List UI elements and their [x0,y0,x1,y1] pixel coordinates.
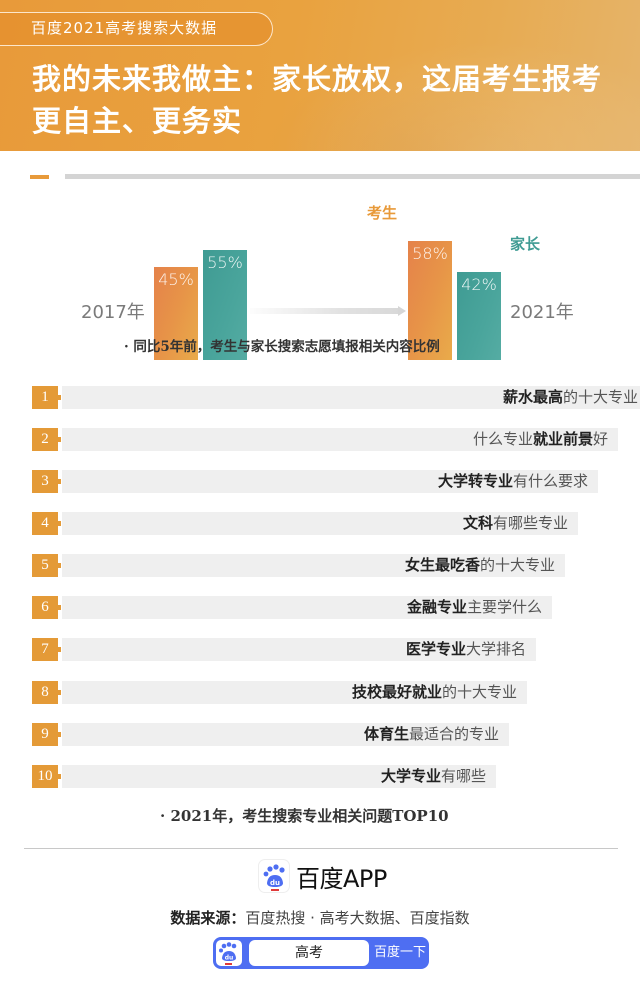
ranking-row: 1 薪水最高的十大专业 [32,386,640,409]
query-highlight-text: 金融专业 [406,598,467,616]
legend-parent: 家长 [510,235,541,253]
section-divider [65,174,640,179]
search-button[interactable]: 百度一下 [373,945,426,960]
rank-badge: 3 [32,470,61,493]
rank-badge: 5 [32,554,61,577]
rank-bar: 什么专业就业前景好 [62,428,618,451]
rank-query-text: 医学专业大学排名 [406,638,526,661]
year-label-2017: 2017年 [81,302,145,323]
source-text: 百度热搜 · 高考大数据、百度指数 [245,909,470,927]
query-normal-text: 的十大专业 [562,388,638,406]
query-highlight-text: 大学转专业 [437,472,513,490]
ranking-row: 7 医学专业大学排名 [32,638,536,661]
rank-bar: 体育生最适合的专业 [62,723,509,746]
rank-badge: 2 [32,428,61,451]
ranking-row: 5 女生最吃香的十大专业 [32,554,565,577]
bar-2021-parent: 42% [457,272,501,360]
bar-2021-student: 58% [408,241,452,360]
query-normal-text: 最适合的专业 [408,725,499,743]
rank-query-text: 女生最吃香的十大专业 [405,554,555,577]
ranking-row: 2 什么专业就业前景好 [32,428,618,451]
baidu-paw-icon: du [216,940,242,966]
rank-badge: 1 [32,386,61,409]
comparison-chart: 2017年 45% 55% 考生 58% 42% 家长 2021年 [0,190,640,360]
logo-text: 百度APP [296,864,387,893]
query-normal-text: 主要学什么 [466,598,542,616]
header-banner: 百度2021高考搜索大数据 我的未来我做主：家长放权，这届考生报考更自主、更务实 [0,0,640,151]
svg-text:du: du [270,879,280,887]
rank-query-text: 金融专业主要学什么 [407,596,542,619]
rank-query-text: 体育生最适合的专业 [364,723,499,746]
query-highlight-text: 技校最好就业 [351,683,442,701]
rank-bar: 医学专业大学排名 [62,638,536,661]
query-highlight-text: 大学专业 [380,767,441,785]
rank-badge: 9 [32,723,61,746]
year-label-2021: 2021年 [510,302,574,323]
query-normal-text: 的十大专业 [441,683,517,701]
rank-query-text: 技校最好就业的十大专业 [352,681,517,704]
query-normal-text: 大学排名 [465,640,526,658]
ranking-row: 3 大学转专业有什么要求 [32,470,598,493]
query-normal-text: 的十大专业 [479,556,555,574]
header-tag: 百度2021高考搜索大数据 [0,12,273,46]
bar-2017-parent: 55% [203,250,247,360]
rank-badge: 6 [32,596,61,619]
bar-value: 55% [207,253,243,272]
svg-text:du: du [225,955,234,962]
ranking-row: 4 文科有哪些专业 [32,512,578,535]
baidu-paw-icon: du [258,859,290,893]
legend-student: 考生 [367,204,398,222]
rank-bar: 技校最好就业的十大专业 [62,681,527,704]
query-normal-text: 有哪些专业 [492,514,568,532]
bar-value: 45% [158,270,194,289]
query-normal-text: 有哪些 [440,767,486,785]
rank-query-text: 薪水最高的十大专业 [503,386,638,409]
rank-bar: 大学转专业有什么要求 [62,470,598,493]
page-title: 我的未来我做主：家长放权，这届考生报考更自主、更务实 [32,62,603,138]
rank-badge: 8 [32,681,61,704]
ranking-row: 10 大学专业有哪些 [32,765,496,788]
rank-badge: 4 [32,512,61,535]
rank-query-text: 大学专业有哪些 [381,765,486,788]
rank-bar: 女生最吃香的十大专业 [62,554,565,577]
rank-query-text: 文科有哪些专业 [463,512,568,535]
footer-divider [24,848,618,849]
query-highlight-text: 薪水最高 [502,388,563,406]
ranking-row: 6 金融专业主要学什么 [32,596,552,619]
rank-badge: 7 [32,638,61,661]
bar-value: 58% [412,244,448,263]
bar-2017-student: 45% [154,267,198,360]
search-input[interactable]: 高考 [249,940,369,966]
rank-bar: 金融专业主要学什么 [62,596,552,619]
query-highlight-text: 女生最吃香 [404,556,480,574]
ranking-row: 9 体育生最适合的专业 [32,723,509,746]
rank-bar: 薪水最高的十大专业 [62,386,640,409]
ranking-row: 8 技校最好就业的十大专业 [32,681,527,704]
baidu-search-bar: du 高考 百度一下 [213,937,429,969]
query-highlight-text: 就业前景 [532,430,593,448]
rank-bar: 文科有哪些专业 [62,512,578,535]
query-highlight-text: 体育生 [363,725,409,743]
chart-caption: · 同比5年前，考生与家长搜索志愿填报相关内容比例 [124,339,440,355]
arrow-line [250,308,400,314]
baidu-app-logo: du 百度APP [258,858,387,894]
query-highlight-text: 医学专业 [405,640,466,658]
query-normal-text: 好 [592,430,608,448]
query-normal-text: 什么专业 [472,430,533,448]
bar-value: 42% [461,275,497,294]
source-label: 数据来源： [170,909,246,927]
accent-dash [30,175,49,179]
data-source: 数据来源：百度热搜 · 高考大数据、百度指数 [0,907,640,928]
arrow-right-icon [398,306,406,316]
query-normal-text: 有什么要求 [512,472,588,490]
rank-query-text: 什么专业就业前景好 [473,428,608,451]
rank-bar: 大学专业有哪些 [62,765,496,788]
query-highlight-text: 文科 [462,514,493,532]
rank-badge: 10 [32,765,61,788]
ranking-caption: · 2021年，考生搜索专业相关问题TOP10 [160,807,449,825]
rank-query-text: 大学转专业有什么要求 [438,470,588,493]
